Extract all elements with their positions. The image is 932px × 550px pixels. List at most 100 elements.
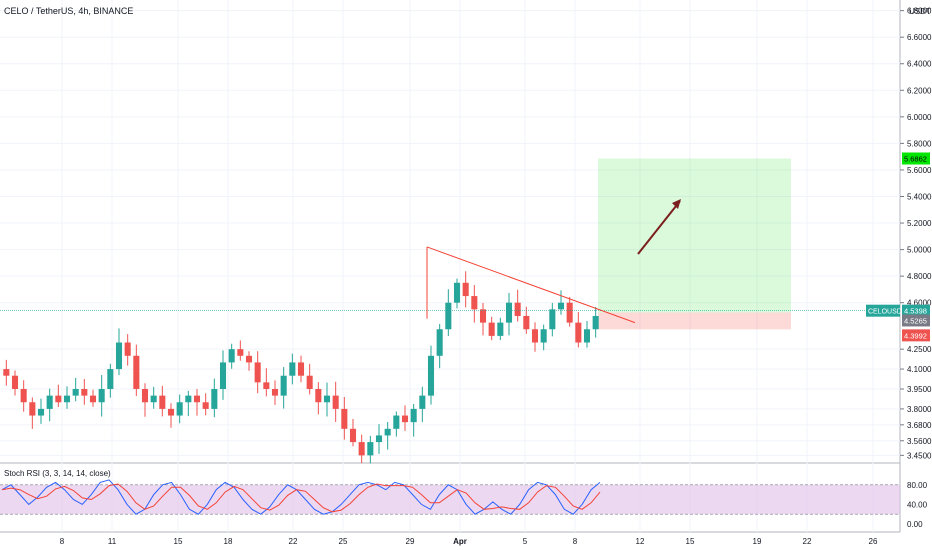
candle-body [133,355,140,389]
candle-body [393,415,400,429]
candle-body [29,402,36,416]
candlesticks [3,271,599,464]
candle-body [453,282,461,303]
candle-body [11,375,19,389]
candle-body [401,415,409,423]
target-zone [598,158,791,313]
candle-body [427,355,435,396]
time-tick-label: 29 [406,537,415,546]
stoch-tick-label: 80.00 [907,481,928,490]
candle-body [497,322,504,336]
candle-body [63,395,71,403]
candle-body [566,302,573,323]
candle-body [557,302,565,310]
candle-body [306,375,313,389]
target-badge: 5.6862 [904,154,927,163]
candle-body [228,349,235,363]
candle-body [81,388,88,396]
time-tick-label: Apr [453,537,467,546]
candle-body [72,388,79,396]
currency-label: USDT [909,7,931,16]
candle-body [419,395,426,409]
price-tick-label: 5.2000 [907,219,932,228]
symbol-badge: CELOUSDT [868,309,907,316]
candle-body [185,395,192,403]
price-tick-label: 5.0000 [907,246,932,255]
candle-body [315,388,322,403]
position-zones [598,158,791,330]
candle-body [523,315,530,330]
time-tick-label: 11 [108,537,117,546]
candle-body [445,302,452,330]
price-tick-label: 6.8000 [907,7,932,16]
stop-badge-bg [902,329,930,342]
stoch-rsi-pane [0,479,900,515]
price-tick-label: 3.5600 [907,437,932,446]
price-tick-label: 4.1000 [907,365,932,374]
drawings [0,199,900,324]
candle-body [150,395,157,403]
candle-body [55,395,62,403]
candle-body [479,309,487,323]
candle-body [514,302,521,316]
candle-body [202,402,209,409]
candle-body [176,402,183,416]
candle-body [124,342,131,356]
price-tick-label: 5.8000 [907,139,932,148]
candle-body [89,395,97,403]
price-tick-label: 6.0000 [907,113,932,122]
symbol-title: CELO / TetherUS, 4h, BINANCE [4,6,133,16]
candle-body [115,342,123,370]
candle-body [549,309,556,330]
candle-body [323,395,331,403]
price-tick-label: 6.4000 [907,60,932,69]
time-tick-label: 8 [60,537,65,546]
candle-body [410,408,417,423]
price-tick-label: 3.9500 [907,385,932,394]
time-tick-label: 15 [686,537,695,546]
candle-body [540,329,547,343]
time-tick-label: 8 [573,537,578,546]
price-tick-label: 6.6000 [907,33,932,42]
candle-body [384,428,391,436]
candle-body [488,322,495,336]
trendline [426,246,636,324]
candle-body [358,442,365,456]
candle-body [211,388,218,409]
candle-body [471,296,478,310]
time-axis: 8 11 15 18 22 25 29 Apr 5 8 12 15 19 22 26 [60,537,878,546]
candle-body [245,355,253,363]
candle-body [341,408,348,429]
time-tick-label: 22 [289,537,298,546]
time-tick-label: 5 [523,537,528,546]
candle-body [297,362,305,376]
stoch-tick-label: 40.00 [907,500,928,509]
candle-body [37,408,45,416]
candle-body [271,388,279,396]
candle-body [159,395,166,409]
candle-body [575,322,582,343]
last-price-badge: 4.5398 [904,307,927,316]
target-badge-bg [902,152,930,165]
candle-body [107,369,114,389]
candle-body [167,408,175,416]
price-tick-label: 5.4000 [907,192,932,201]
candle-body [583,329,591,343]
time-tick-label: 22 [803,537,812,546]
candle-body [349,428,357,443]
entry-badge: 4.5265 [904,316,927,325]
symbol-badge-bg [866,304,900,317]
time-tick-label: 19 [753,537,762,546]
candle-body [289,362,296,376]
stoch-tick-label: 0.00 [907,520,923,529]
price-tick-label: 3.8000 [907,405,932,414]
candle-body [237,349,244,356]
candle-body [592,315,599,330]
stop-zone [598,312,791,330]
candle-body [436,329,443,356]
price-tick-label: 5.6000 [907,166,932,175]
price-tick-label: 6.2000 [907,86,932,95]
candle-body [254,362,261,383]
